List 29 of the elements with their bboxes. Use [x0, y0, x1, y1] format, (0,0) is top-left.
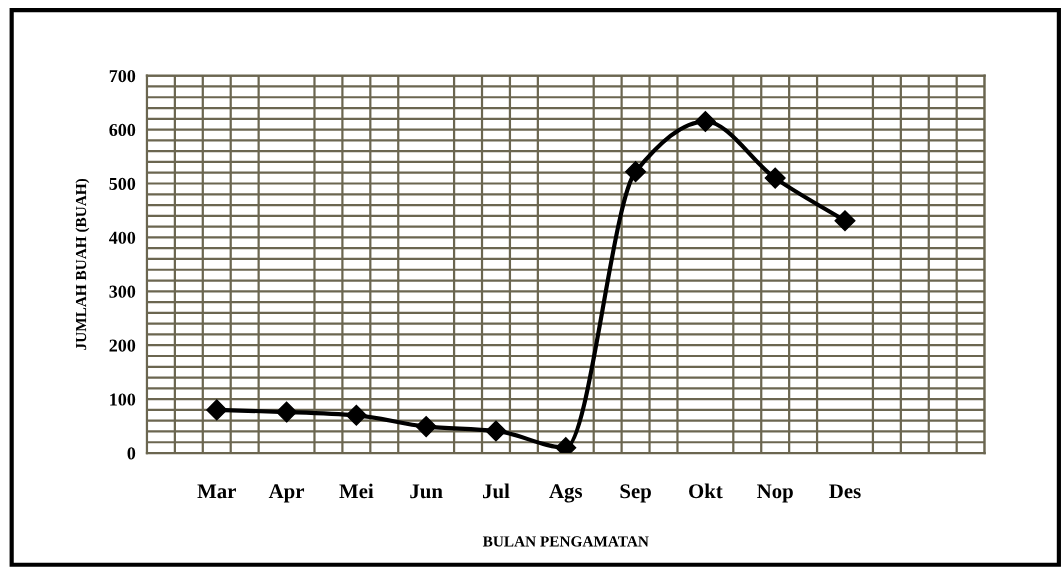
x-tick-label: Ags	[549, 484, 583, 503]
y-tick-label: 0	[127, 447, 136, 460]
point	[276, 401, 298, 423]
y-tick-label: 500	[109, 177, 136, 190]
y-tick-label: 200	[109, 339, 136, 352]
x-tick-label: Des	[829, 484, 861, 499]
x-tick-label: Okt	[689, 483, 723, 499]
y-tick-label: 100	[110, 393, 136, 406]
point	[485, 420, 507, 442]
y-tick-label: 600	[109, 123, 136, 137]
x-tick-label: Sep	[620, 484, 651, 503]
point	[834, 210, 856, 232]
point	[625, 161, 647, 183]
x-tick-label: Jun	[410, 484, 443, 499]
y-axis-title: JUMLAH BUAH (BUAH)	[75, 178, 90, 350]
point	[764, 167, 786, 189]
point	[694, 110, 716, 133]
point	[415, 416, 437, 438]
y-tick-label: 700	[109, 69, 136, 83]
x-tick-label: Mar	[197, 484, 236, 499]
x-tick-label: Apr	[268, 484, 305, 503]
x-tick-label: Jul	[483, 483, 510, 499]
x-axis-title: BULAN PENGAMATAN	[482, 536, 649, 547]
point	[206, 399, 228, 421]
y-tick-label: 300	[109, 285, 136, 298]
y-tick-label: 400	[109, 231, 136, 244]
point	[345, 404, 367, 426]
x-tick-label: Nop	[757, 484, 793, 503]
x-tick-label: Mei	[339, 483, 374, 499]
